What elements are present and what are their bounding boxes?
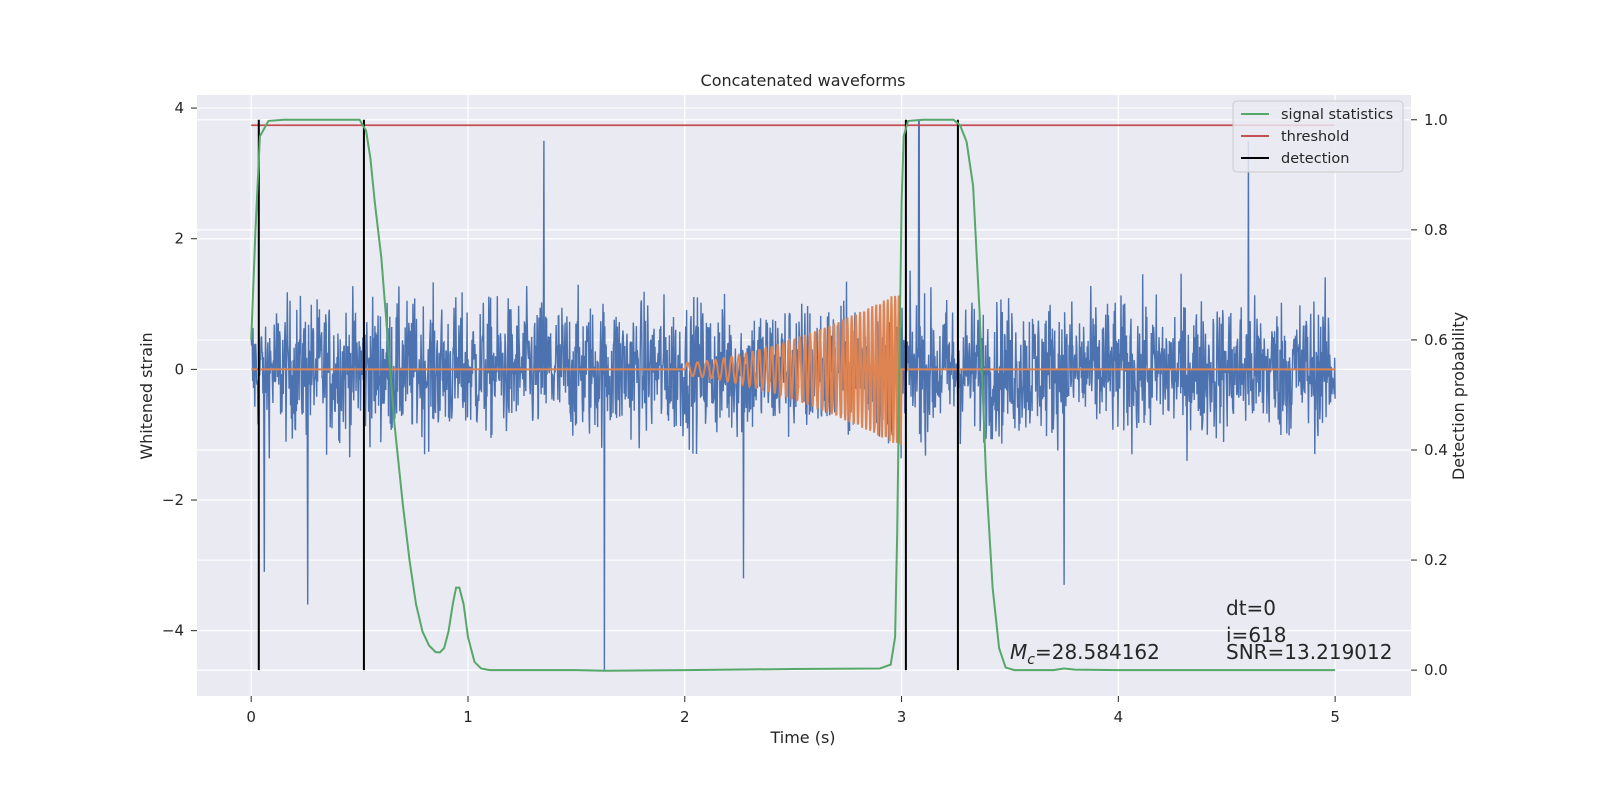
legend: signal statistics threshold detection [1232,100,1404,173]
y-tick-label-3: 2 [174,230,184,248]
template-line [251,295,1336,445]
y2-tick-label-1: 0.2 [1424,551,1448,569]
annotation-i: i=618 [1226,623,1287,647]
annotation-mc: Mc=28.584162 [1010,640,1160,668]
legend-label-threshold: threshold [1281,129,1349,145]
x-tick-label-0: 0 [246,708,256,726]
annotation-mc-sub: c [1027,652,1035,668]
legend-label-signal-statistics: signal statistics [1281,107,1393,123]
x-tick-label-4: 4 [1114,708,1124,726]
y-tick-label-0: −4 [162,622,184,640]
x-axis-title: Time (s) [769,728,835,747]
y2-ticks: 0.0 0.2 0.4 0.6 0.8 1.0 [1411,111,1448,679]
annotation-dt: dt=0 [1226,596,1276,620]
detection-lines [257,119,959,671]
y2-tick-label-5: 1.0 [1424,111,1448,129]
y-tick-label-4: 4 [174,99,184,117]
annotation-mc-value: =28.584162 [1035,640,1160,664]
annotation-snr: SNR=13.219012 [1226,640,1392,664]
legend-box [1232,100,1404,173]
y-axis-title: Whitened strain [137,332,156,459]
chart-title: Concatenated waveforms [701,71,906,90]
annotation-mc-symbol: M [1010,640,1027,664]
signal-statistics-line [250,118,1336,672]
y2-tick-label-2: 0.4 [1424,441,1448,459]
y-ticks: −4 −2 0 2 4 [162,99,197,640]
y2-tick-label-3: 0.6 [1424,331,1448,349]
x-tick-label-5: 5 [1330,708,1340,726]
x-tick-label-3: 3 [897,708,907,726]
x-tick-label-2: 2 [680,708,690,726]
y-tick-label-1: −2 [162,491,184,509]
y2-axis-title: Detection probability [1449,312,1468,480]
x-tick-label-1: 1 [463,708,473,726]
y2-tick-label-4: 0.8 [1424,221,1448,239]
annotations: dt=0 i=618 SNR=13.219012 Mc=28.584162 [1010,596,1392,668]
x-ticks: 0 1 2 3 4 5 [246,696,1340,726]
y-tick-label-2: 0 [174,360,184,378]
y2-tick-label-0: 0.0 [1424,661,1448,679]
legend-label-detection: detection [1281,151,1349,167]
